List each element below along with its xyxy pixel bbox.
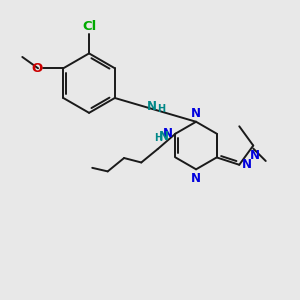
Text: O: O bbox=[31, 62, 43, 75]
Text: Cl: Cl bbox=[82, 20, 96, 33]
Text: N: N bbox=[191, 107, 201, 120]
Text: N: N bbox=[191, 172, 201, 185]
Text: H: H bbox=[157, 104, 165, 114]
Text: N: N bbox=[147, 100, 157, 113]
Text: N: N bbox=[242, 158, 252, 171]
Text: N: N bbox=[249, 149, 260, 162]
Text: N: N bbox=[159, 130, 169, 143]
Text: N: N bbox=[163, 127, 173, 140]
Text: H: H bbox=[154, 134, 162, 143]
